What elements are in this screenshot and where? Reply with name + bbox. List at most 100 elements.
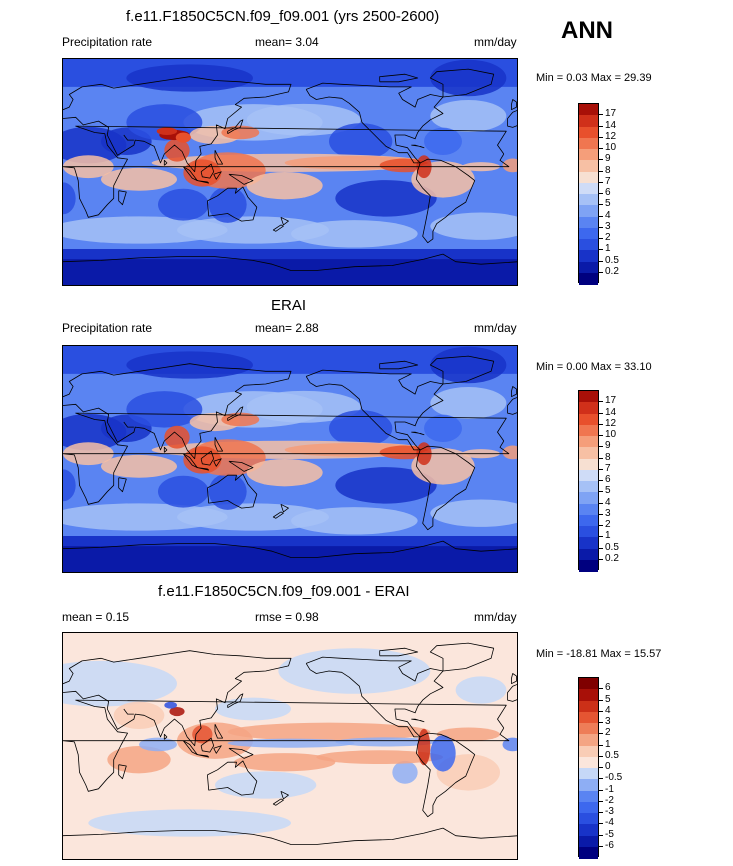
colorbar-tick xyxy=(599,558,603,560)
coastline xyxy=(63,253,517,271)
coastline xyxy=(429,642,495,672)
colorbar-tick xyxy=(599,423,603,425)
panel-3-map xyxy=(62,632,518,860)
colorbar-label: 12 xyxy=(605,417,617,429)
coastline xyxy=(379,360,419,370)
colorbar-label: 6 xyxy=(605,474,611,485)
colorbar-label: 1 xyxy=(605,530,611,542)
panel-1-map xyxy=(62,58,518,286)
colorbar-swatch xyxy=(579,813,598,825)
colorbar-tick xyxy=(599,710,603,712)
colorbar-tick xyxy=(599,401,603,403)
coastline xyxy=(228,460,254,472)
panel-1-map-svg xyxy=(63,59,517,285)
colorbar-label: 9 xyxy=(605,153,611,165)
coastline xyxy=(510,673,517,685)
panel-2-map xyxy=(62,345,518,573)
coastline xyxy=(305,656,444,738)
colorbar-tick xyxy=(599,412,603,414)
colorbar-swatch xyxy=(579,194,598,206)
coastline xyxy=(214,437,224,452)
coastline xyxy=(415,732,476,818)
coastline xyxy=(214,150,224,165)
panel-2-units-label: mm/day xyxy=(474,321,517,335)
panel-2-variable-label: Precipitation rate xyxy=(62,321,153,335)
coastline xyxy=(118,190,127,206)
colorbar-swatch xyxy=(579,104,598,116)
coastline xyxy=(507,110,517,128)
colorbar-label: -0.5 xyxy=(605,772,623,784)
colorbar-tick xyxy=(599,249,603,251)
coastline xyxy=(197,180,210,184)
panel-2-minmax: Min = 0.00 Max = 33.10 xyxy=(536,361,652,373)
colorbar-tick xyxy=(599,789,603,791)
colorbar-tick xyxy=(599,491,603,493)
colorbar-swatch xyxy=(579,559,598,572)
colorbar-swatch xyxy=(579,171,598,184)
colorbar-tick xyxy=(599,226,603,228)
colorbar-tick xyxy=(599,525,603,526)
colorbar-swatch xyxy=(579,723,598,735)
coastline xyxy=(429,355,495,385)
panel-3-rmse-label: rmse = 0.98 xyxy=(255,610,319,624)
colorbar-tick xyxy=(599,767,603,768)
coastline xyxy=(123,134,134,141)
colorbar-label: 2 xyxy=(605,727,611,739)
coastline xyxy=(163,733,168,740)
colorbar-swatch xyxy=(579,734,598,746)
colorbar-label: 2 xyxy=(605,232,611,243)
colorbar-tick xyxy=(599,744,603,746)
colorbar-swatch xyxy=(579,261,598,274)
colorbar-label: 3 xyxy=(605,716,611,727)
colorbar-swatch xyxy=(579,768,598,780)
colorbar-label: 6 xyxy=(605,682,611,694)
panel-3-units-label: mm/day xyxy=(474,610,517,624)
coastline xyxy=(200,737,215,753)
coastline xyxy=(228,747,254,759)
coastline xyxy=(63,412,510,505)
colorbar-swatch xyxy=(579,503,598,516)
colorbar-label: -5 xyxy=(605,828,614,840)
colorbar-label: -2 xyxy=(605,794,614,806)
colorbar-swatch xyxy=(579,250,598,262)
colorbar-tick xyxy=(599,125,603,127)
colorbar-swatch xyxy=(579,391,598,403)
colorbar-tick xyxy=(599,513,603,515)
panel-1-minmax: Min = 0.03 Max = 29.39 xyxy=(536,72,652,84)
colorbar-label: 1 xyxy=(605,243,611,255)
colorbar-label: 6 xyxy=(605,187,611,198)
colorbar-tick xyxy=(599,136,603,138)
colorbar-swatch xyxy=(579,458,598,471)
panel-1-title: f.e11.F1850C5CN.f09_f09.001 (yrs 2500-26… xyxy=(126,8,440,25)
colorbar-label: 4 xyxy=(605,209,611,221)
colorbar-label: -1 xyxy=(605,783,614,795)
panel-1-variable-label: Precipitation rate xyxy=(62,35,153,49)
colorbar-box xyxy=(578,390,599,572)
coastline xyxy=(197,467,210,471)
coastline xyxy=(63,827,517,845)
coastline xyxy=(63,363,292,460)
colorbar-tick xyxy=(599,755,603,757)
panel-2-title: ERAI xyxy=(271,297,307,314)
colorbar-tick xyxy=(599,688,603,690)
colorbar-swatch xyxy=(579,205,598,217)
colorbar-swatch xyxy=(579,492,598,504)
colorbar-tick xyxy=(599,800,603,802)
colorbar-label: 0.5 xyxy=(605,749,619,761)
coastline xyxy=(182,740,198,755)
colorbar-label: 17 xyxy=(605,395,617,407)
coastline xyxy=(305,82,444,164)
panel-3-map-svg xyxy=(63,633,517,859)
coastline xyxy=(280,790,289,800)
colorbar-swatch xyxy=(579,689,598,701)
colorbar-label: 14 xyxy=(605,119,617,131)
panel-2-mean-label: mean= 2.88 xyxy=(255,321,319,335)
coastline xyxy=(411,718,425,723)
colorbar-label: 3 xyxy=(605,220,611,232)
coastline xyxy=(415,445,476,531)
colorbar-tick xyxy=(599,148,603,149)
colorbar-swatch xyxy=(579,711,598,724)
coastline xyxy=(118,477,127,493)
panel-3-minmax: Min = -18.81 Max = 15.57 xyxy=(536,648,662,660)
colorbar-swatch xyxy=(579,402,598,414)
